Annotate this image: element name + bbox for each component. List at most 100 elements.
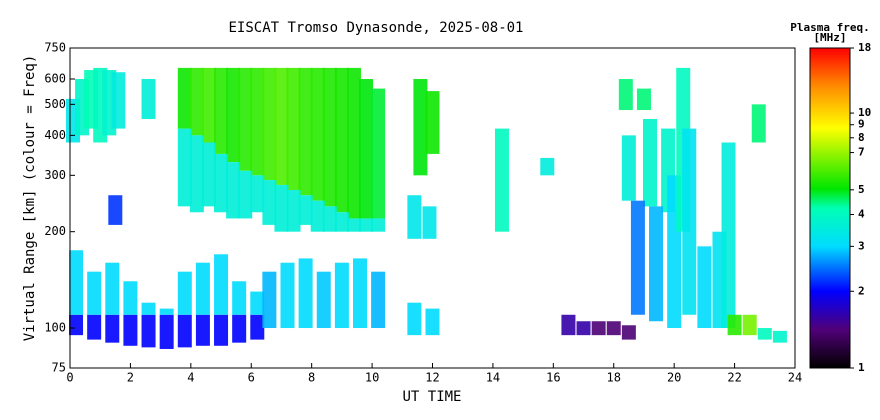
colorbar-tick-label: 7 xyxy=(858,146,865,159)
echo-streak xyxy=(69,250,84,315)
x-tick-label: 20 xyxy=(667,371,681,385)
y-tick-label: 200 xyxy=(44,224,66,238)
echo-streak xyxy=(697,246,712,329)
colorbar-tick-label: 9 xyxy=(858,118,865,131)
colorbar-unit: [MHz] xyxy=(813,31,846,44)
echo-streak xyxy=(189,135,204,213)
echo-streak xyxy=(238,67,253,171)
echo-streak xyxy=(346,218,361,232)
echo-streak xyxy=(371,218,386,232)
echo-streak xyxy=(214,254,229,315)
x-axis-label: UT TIME xyxy=(402,389,461,405)
echo-streak xyxy=(540,157,555,176)
echo-streak xyxy=(232,281,247,315)
echo-streak xyxy=(87,271,102,315)
x-tick-label: 10 xyxy=(365,371,379,385)
echo-streak xyxy=(322,206,337,232)
echo-streak xyxy=(371,271,386,329)
y-tick-label: 750 xyxy=(44,41,66,55)
y-tick-label: 600 xyxy=(44,72,66,86)
echo-streak xyxy=(232,314,247,343)
echo-streak xyxy=(141,314,156,348)
x-tick-label: 16 xyxy=(546,371,560,385)
echo-streak xyxy=(226,162,241,219)
echo-streak xyxy=(346,67,361,219)
echo-streak xyxy=(413,79,428,176)
echo-streak xyxy=(422,206,437,239)
echo-streak xyxy=(310,67,325,201)
echo-streak xyxy=(334,212,349,232)
echo-streak xyxy=(649,206,664,322)
echo-streak xyxy=(407,302,422,336)
x-tick-label: 24 xyxy=(788,371,802,385)
echo-streak xyxy=(618,79,633,111)
x-tick-label: 22 xyxy=(727,371,741,385)
echo-streak xyxy=(298,67,313,196)
echo-streak xyxy=(298,258,313,329)
echo-streak xyxy=(280,262,295,329)
colorbar-tick-label: 2 xyxy=(858,284,865,297)
echo-streak xyxy=(177,128,192,207)
colorbar xyxy=(809,47,851,369)
echo-streak xyxy=(682,128,697,315)
echo-streak xyxy=(177,314,192,348)
echo-streak xyxy=(298,195,313,225)
x-tick-label: 4 xyxy=(187,371,194,385)
colorbar-tick-label: 5 xyxy=(858,183,865,196)
chart-title: EISCAT Tromso Dynasonde, 2025-08-01 xyxy=(228,20,523,36)
colorbar-tick-label: 3 xyxy=(858,239,865,252)
echo-streak xyxy=(238,170,253,219)
echo-streak xyxy=(250,175,265,213)
echo-streak xyxy=(310,200,325,232)
echo-streak xyxy=(425,308,440,336)
echo-streak xyxy=(286,67,301,190)
echo-streak xyxy=(214,314,229,346)
echo-streak xyxy=(334,67,349,213)
echo-streak xyxy=(262,180,277,225)
x-tick-label: 18 xyxy=(607,371,621,385)
echo-streak xyxy=(159,308,174,315)
echo-streak xyxy=(201,142,216,207)
echo-streak xyxy=(742,314,757,336)
echo-streak xyxy=(494,128,509,232)
x-tick-label: 6 xyxy=(248,371,255,385)
y-axis-label: Virtual Range [km] (colour = Freq) xyxy=(22,55,38,342)
colorbar-title: Plasma freq. xyxy=(790,21,869,34)
x-tick-label: 8 xyxy=(308,371,315,385)
echo-streak xyxy=(123,281,138,315)
echo-streak xyxy=(141,302,156,315)
x-tick-label: 12 xyxy=(425,371,439,385)
y-tick-label: 500 xyxy=(44,97,66,111)
echo-streak xyxy=(262,67,277,181)
echo-streak xyxy=(636,88,651,111)
echo-streak xyxy=(123,314,138,346)
echo-streak xyxy=(214,67,229,154)
x-tick-label: 0 xyxy=(66,371,73,385)
echo-streak xyxy=(591,321,606,336)
echo-streak xyxy=(286,189,301,232)
echo-streak xyxy=(606,321,621,336)
echo-streak xyxy=(262,271,277,329)
echo-streak xyxy=(353,258,367,329)
echo-streak xyxy=(721,142,736,329)
colorbar-tick-label: 18 xyxy=(858,41,871,54)
echo-streak xyxy=(108,195,123,225)
echo-streak xyxy=(727,314,742,336)
echo-streak xyxy=(69,314,84,336)
y-tick-label: 400 xyxy=(44,128,66,142)
echo-streak xyxy=(407,195,422,239)
echo-streak xyxy=(177,67,192,129)
echo-streak xyxy=(322,67,337,207)
echo-streak xyxy=(189,67,204,136)
echo-streak xyxy=(250,67,265,176)
x-tick-label: 14 xyxy=(486,371,500,385)
echo-streak xyxy=(359,218,374,232)
echo-streak xyxy=(621,325,636,340)
echo-streak xyxy=(141,79,156,119)
colorbar-tick-label: 10 xyxy=(858,106,871,119)
echo-streak xyxy=(105,262,120,315)
echo-streak xyxy=(201,67,216,143)
echo-streak xyxy=(371,88,386,219)
echo-streak xyxy=(159,314,174,349)
y-tick-label: 300 xyxy=(44,168,66,182)
